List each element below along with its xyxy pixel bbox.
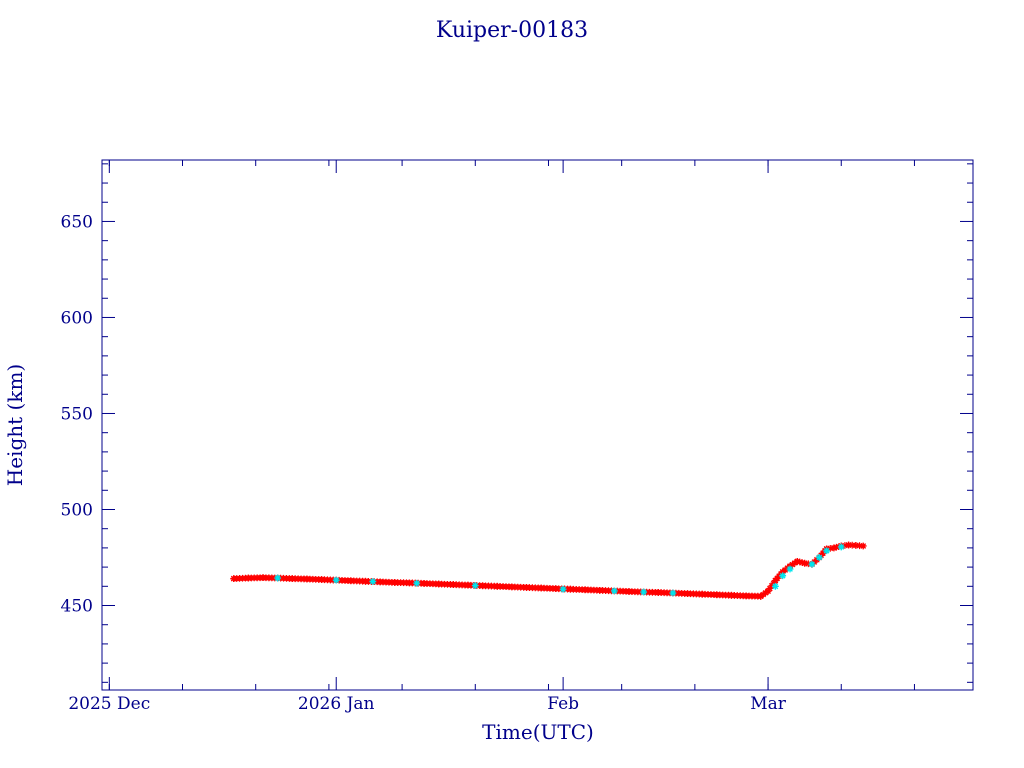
- data-point-secondary: [771, 582, 779, 590]
- data-point: [801, 559, 809, 567]
- x-tick-label: 2026 Jan: [298, 694, 375, 714]
- data-point: [596, 586, 604, 594]
- data-point: [406, 579, 413, 587]
- data-point-secondary: [669, 589, 677, 597]
- data-point: [420, 580, 428, 587]
- data-point: [376, 578, 384, 586]
- data-point-secondary: [369, 578, 377, 585]
- plot-frame: [101, 159, 974, 691]
- y-tick-label: 550: [61, 404, 93, 424]
- data-point: [654, 589, 662, 596]
- data-point-secondary: [779, 572, 787, 580]
- data-point: [523, 584, 530, 591]
- x-tick-label: 2025 Dec: [68, 694, 150, 714]
- data-point: [764, 587, 772, 595]
- data-point: [567, 585, 574, 593]
- data-point: [793, 557, 801, 565]
- data-point: [479, 582, 487, 590]
- data-point: [362, 577, 369, 585]
- data-point: [435, 580, 443, 588]
- x-axis-label: Time(UTC): [482, 720, 594, 744]
- data-point-secondary: [274, 574, 282, 582]
- y-axis-label: Height (km): [3, 364, 27, 486]
- y-tick-label: 600: [61, 308, 93, 328]
- data-point: [845, 541, 852, 549]
- data-point: [318, 576, 325, 583]
- chart-title: Kuiper-00183: [436, 18, 588, 43]
- data-point-secondary: [808, 560, 816, 568]
- axis-ticks: 450 500 550 600 650 2025 Dec 2026 Jan Feb Mar: [61, 160, 973, 714]
- data-point: [288, 575, 296, 583]
- data-point: [771, 577, 779, 584]
- x-tick-label: Mar: [750, 694, 787, 714]
- data-point: [684, 590, 691, 597]
- marker-track: [841, 542, 849, 549]
- data-point: [230, 575, 238, 583]
- data-point-secondary: [332, 576, 340, 584]
- data-point: [493, 582, 501, 590]
- data-point-secondary: [786, 565, 794, 573]
- marker-track: [826, 544, 834, 552]
- data-point: [830, 544, 838, 552]
- data-point-secondary: [610, 587, 618, 595]
- data-point-secondary: [815, 554, 823, 561]
- data-point: [508, 583, 516, 591]
- marker-track: [856, 542, 863, 550]
- data-point: [581, 586, 589, 594]
- data-point: [391, 579, 399, 586]
- data-point-secondary: [471, 582, 479, 589]
- data-point: [464, 581, 472, 589]
- data-point: [859, 542, 867, 550]
- data-point: [742, 592, 750, 600]
- data-point: [303, 575, 311, 583]
- data-markers: [230, 541, 867, 600]
- data-point: [537, 584, 545, 592]
- data-point-secondary: [837, 543, 845, 551]
- data-point: [713, 591, 721, 599]
- data-point: [259, 574, 267, 582]
- data-point: [347, 577, 355, 585]
- data-point-secondary: [640, 588, 648, 596]
- y-tick-label: 650: [61, 212, 93, 232]
- marker-track: [804, 560, 812, 568]
- data-point-secondary: [559, 585, 567, 593]
- marker-track: [848, 541, 856, 549]
- data-point: [625, 588, 633, 595]
- data-point: [698, 590, 706, 598]
- data-point: [449, 581, 457, 588]
- data-point: [552, 585, 560, 593]
- data-point: [728, 591, 735, 599]
- data-point: [757, 592, 765, 600]
- y-tick-label: 450: [61, 597, 93, 617]
- data-point: [244, 574, 252, 582]
- y-tick-label: 500: [61, 500, 93, 520]
- data-point-secondary: [413, 579, 421, 587]
- data-point: [779, 568, 787, 576]
- data-point-secondary: [823, 547, 831, 555]
- x-tick-label: Feb: [547, 694, 579, 714]
- data-point: [852, 542, 860, 549]
